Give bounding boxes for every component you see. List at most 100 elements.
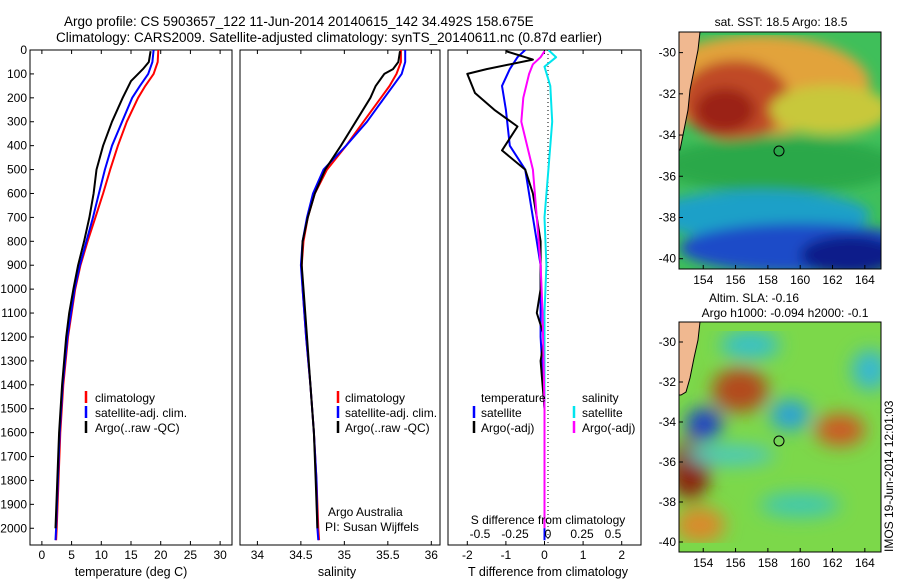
y-tick-label: 1700	[0, 450, 27, 464]
credit-line1: Argo Australia	[328, 505, 403, 519]
lon-tick-label: 160	[790, 273, 810, 287]
lon-tick-label: 154	[693, 556, 713, 570]
temperature-xlabel: temperature (deg C)	[75, 565, 188, 579]
sst-field	[679, 35, 881, 269]
legend-label-s-argo: Argo(-adj)	[582, 421, 635, 435]
x-tick-label: 30	[213, 548, 227, 562]
sla-cool-band	[685, 445, 775, 465]
sst-map-frame	[678, 31, 882, 270]
x-tick-label: 35	[338, 548, 352, 562]
y-tick-label: 100	[7, 67, 27, 81]
y-tick-label: 800	[7, 234, 27, 248]
sla-high-south	[679, 507, 725, 543]
lat-tick-label: -40	[659, 252, 677, 266]
salinity-panel: 34 34.5 35 35.5 36 salinity climatology sate…	[239, 49, 441, 579]
profile-line-salinity-satellite	[543, 50, 558, 529]
legend-label-s-satellite: satellite	[582, 406, 623, 420]
lat-tick-label: -36	[659, 455, 677, 469]
x-tick-label: 35.5	[376, 548, 400, 562]
s-tick: 0.5	[605, 527, 622, 541]
difference-axis-ticks: -2 -1 0 1 2	[462, 50, 625, 562]
sla-map-frame	[678, 321, 882, 553]
legend-label-t-argo: Argo(-adj)	[481, 421, 534, 435]
argo-position-marker	[773, 435, 785, 447]
lon-tick-label: 158	[758, 273, 778, 287]
difference-xlabel: T difference from climatology	[468, 565, 629, 579]
y-tick-label: 1800	[0, 473, 27, 487]
sla-map-title: Altim. SLA: -0.16	[709, 291, 799, 305]
salinity-xlabel: salinity	[318, 565, 357, 579]
sla-map-panel: Altim. SLA: -0.16 Argo h1000: -0.094 h20…	[659, 291, 882, 570]
figure-title-line2: Climatology: CARS2009. Satellite-adjuste…	[56, 30, 602, 45]
temperature-axes	[29, 49, 233, 546]
legend-label-argo: Argo(..raw -QC)	[95, 421, 180, 435]
lat-tick-label: -38	[659, 210, 677, 224]
profile-line-salinity-argo-adj	[520, 50, 546, 529]
s-tick: 0.25	[570, 527, 594, 541]
x-tick-label: 34.5	[289, 548, 313, 562]
lon-tick-label: 156	[726, 556, 746, 570]
y-tick-label: 300	[7, 115, 27, 129]
x-tick-label: 1	[580, 548, 587, 562]
sst-cold-core	[800, 235, 881, 269]
lat-tick-label: -30	[659, 46, 677, 60]
sla-field	[679, 331, 881, 543]
difference-panel: -2 -1 0 1 2 T difference from climatology S …	[447, 49, 642, 579]
lat-tick-label: -30	[659, 335, 677, 349]
s-tick: -0.25	[501, 527, 529, 541]
lon-tick-label: 164	[855, 273, 875, 287]
sst-map-title: sat. SST: 18.5 Argo: 18.5	[715, 15, 848, 29]
x-tick-label: 36	[425, 548, 439, 562]
sla-low-south	[760, 493, 840, 517]
difference-toplabel: S difference from climatology	[471, 513, 626, 527]
lon-tick-label: 158	[758, 556, 778, 570]
sst-map-field	[679, 32, 881, 269]
sla-map-field	[679, 322, 881, 552]
profile-line-argo-raw-qc	[300, 51, 401, 529]
figure-title-line1: Argo profile: CS 5903657_122 11-Jun-2014…	[64, 14, 534, 29]
legend-label-t-satellite: satellite	[481, 406, 522, 420]
lat-tick-label: -36	[659, 169, 677, 183]
y-tick-label: 700	[7, 210, 27, 224]
legend-label-argo: Argo(..raw -QC)	[345, 421, 430, 435]
sla-low-center	[770, 400, 810, 430]
y-tick-label: 400	[7, 139, 27, 153]
legend-label-satellite: satellite-adj. clim.	[95, 406, 187, 420]
credit-line2: PI: Susan Wijffels	[325, 520, 419, 534]
x-tick-label: 10	[95, 548, 109, 562]
y-tick-label: 0	[20, 43, 27, 57]
temperature-legend: climatology satellite-adj. clim. Argo(..…	[84, 391, 187, 435]
y-tick-label: 1500	[0, 402, 27, 416]
sst-green-band	[679, 137, 881, 193]
x-tick-label: -1	[501, 548, 512, 562]
depth-axis-ticks: 0 100 200 300 400 500 600 700 800 900 1000 1100 1200…	[0, 43, 34, 535]
legend-label-climatology: climatology	[345, 391, 405, 405]
sla-high-east	[815, 414, 865, 446]
lat-tick-label: -32	[659, 87, 677, 101]
x-tick-label: -2	[462, 548, 473, 562]
lat-tick-label: -34	[659, 415, 677, 429]
lat-tick-label: -34	[659, 128, 677, 142]
x-tick-label: 25	[184, 548, 198, 562]
lon-tick-label: 162	[823, 273, 843, 287]
lon-tick-label: 156	[726, 273, 746, 287]
argo-position-marker	[773, 145, 785, 157]
legend-heading-salinity: salinity	[582, 391, 619, 405]
sst-map-panel: sat. SST: 18.5 Argo: 18.5 -30-32-34-36-3…	[659, 15, 882, 287]
x-tick-label: 2	[618, 548, 625, 562]
x-tick-label: 5	[68, 548, 75, 562]
sst-lat-ticks: -30 -32 -34 -36 -38 -40	[659, 46, 683, 266]
x-tick-label: 0	[39, 548, 46, 562]
y-tick-label: 1100	[1, 306, 27, 320]
legend-label-satellite: satellite-adj. clim.	[345, 406, 437, 420]
sla-low-north	[720, 331, 780, 359]
y-tick-label: 1200	[0, 330, 27, 344]
y-tick-label: 1400	[0, 378, 27, 392]
temperature-profiles	[54, 50, 160, 541]
y-tick-label: 2000	[0, 521, 27, 535]
australia-coast	[679, 322, 701, 396]
salinity-profiles	[299, 50, 407, 541]
profile-line-argo-raw-qc	[54, 51, 152, 529]
sla-lat-ticks: -30 -32 -34 -36 -38 -40	[659, 335, 683, 549]
